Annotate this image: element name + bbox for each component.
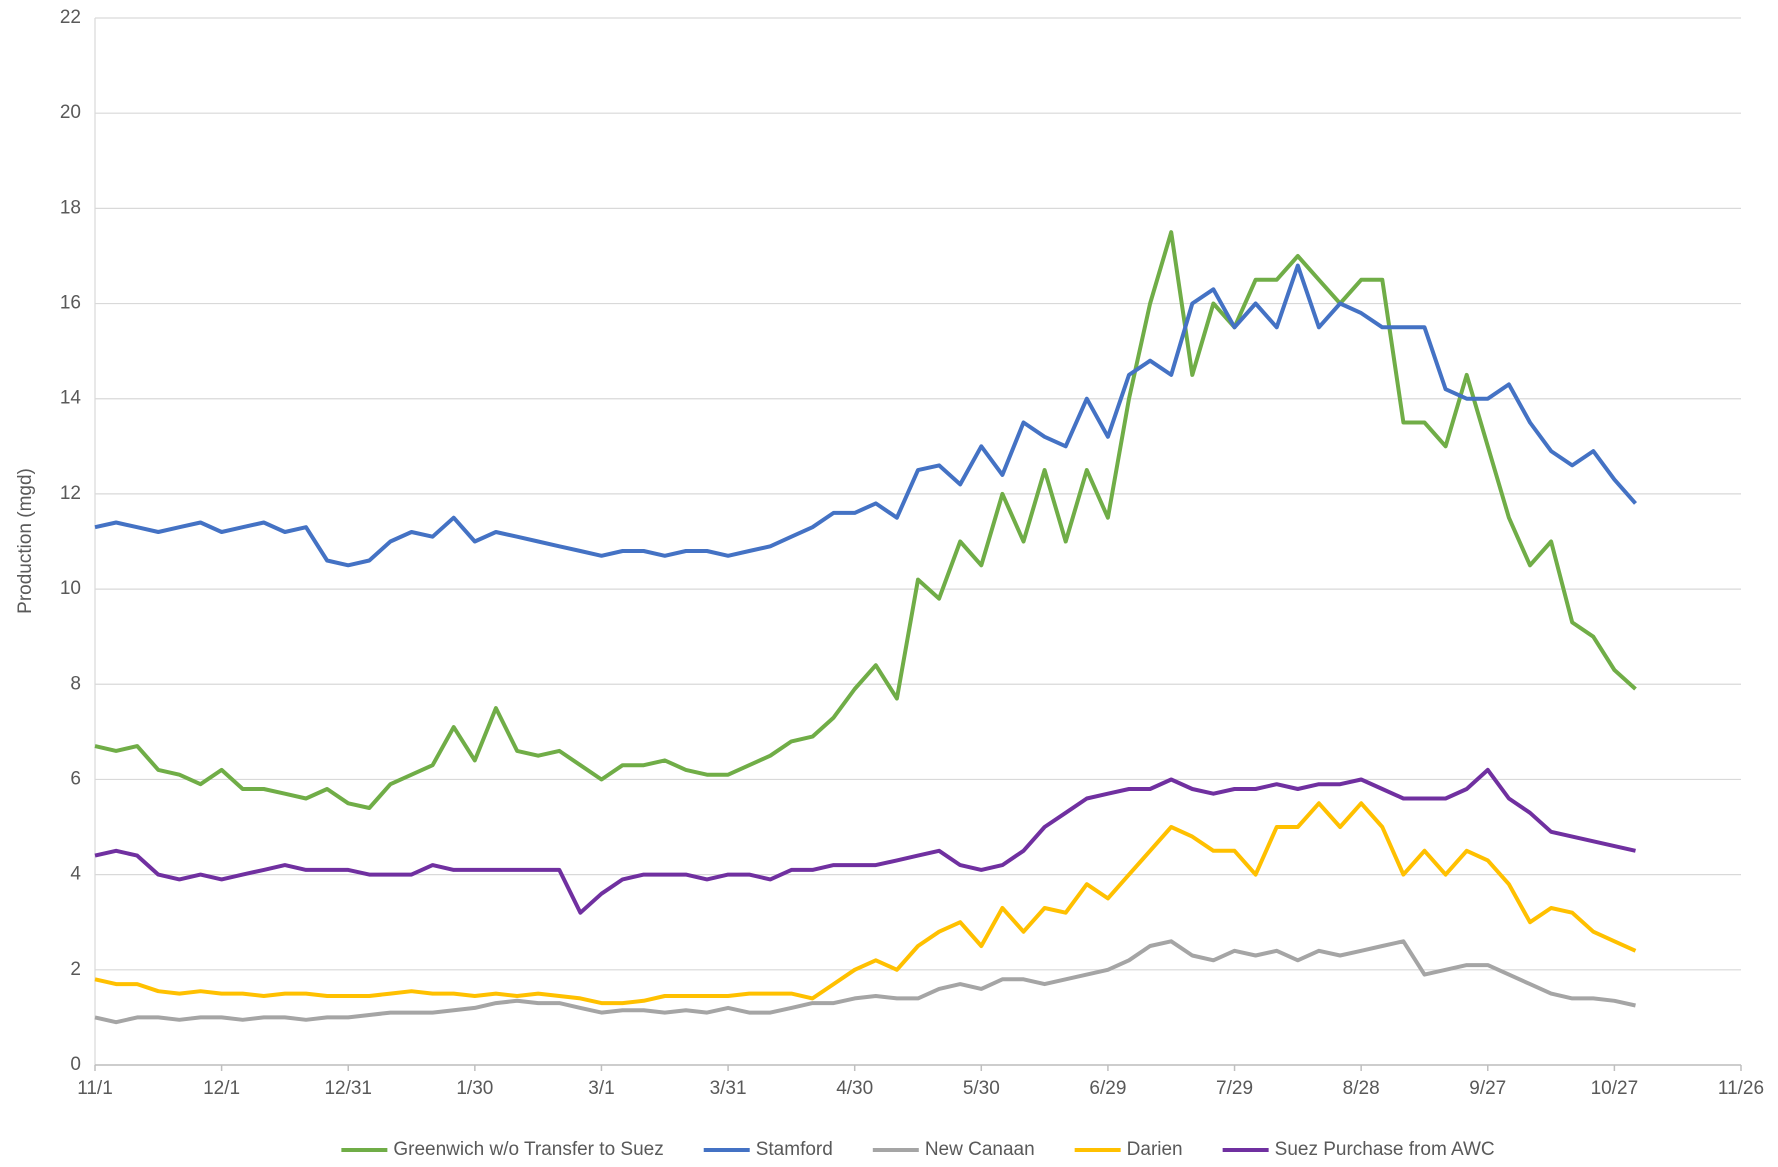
y-tick-label: 16 bbox=[60, 293, 81, 314]
x-tick-label: 5/30 bbox=[963, 1078, 1000, 1099]
x-tick-label: 8/28 bbox=[1343, 1078, 1380, 1099]
series-line bbox=[94, 767, 1636, 915]
x-tick-label: 1/30 bbox=[456, 1078, 493, 1099]
legend-label: New Canaan bbox=[925, 1139, 1035, 1160]
y-tick-label: 0 bbox=[70, 1054, 81, 1075]
series-line bbox=[94, 801, 1637, 1006]
x-tick-label: 11/26 bbox=[1718, 1078, 1764, 1099]
y-tick-label: 18 bbox=[60, 197, 81, 218]
y-tick-label: 2 bbox=[70, 959, 81, 980]
legend-label: Greenwich w/o Transfer to Suez bbox=[393, 1139, 663, 1160]
y-tick-label: 4 bbox=[70, 864, 81, 885]
y-tick-label: 12 bbox=[60, 483, 81, 504]
x-tick-label: 3/31 bbox=[710, 1078, 747, 1099]
x-tick-label: 4/30 bbox=[836, 1078, 873, 1099]
x-tick-label: 7/29 bbox=[1216, 1078, 1253, 1099]
x-tick-label: 12/1 bbox=[203, 1078, 240, 1099]
y-axis-label: Production (mgd) bbox=[15, 468, 36, 614]
series-line bbox=[94, 230, 1637, 810]
x-tick-label: 3/1 bbox=[588, 1078, 614, 1099]
x-tick-label: 6/29 bbox=[1089, 1078, 1126, 1099]
x-tick-label: 9/27 bbox=[1469, 1078, 1506, 1099]
y-tick-label: 6 bbox=[70, 768, 81, 789]
legend-label: Suez Purchase from AWC bbox=[1275, 1139, 1495, 1160]
x-tick-label: 10/27 bbox=[1591, 1078, 1639, 1099]
y-tick-label: 10 bbox=[60, 578, 81, 599]
legend-label: Darien bbox=[1127, 1139, 1183, 1160]
y-tick-label: 14 bbox=[60, 388, 82, 409]
legend-label: Stamford bbox=[756, 1139, 833, 1160]
x-tick-label: 12/31 bbox=[324, 1078, 372, 1099]
y-tick-label: 20 bbox=[60, 102, 81, 123]
series-line bbox=[94, 263, 1637, 568]
y-tick-label: 22 bbox=[60, 7, 81, 28]
y-tick-label: 8 bbox=[70, 673, 81, 694]
x-tick-label: 11/1 bbox=[77, 1078, 113, 1099]
series-line bbox=[94, 939, 1636, 1025]
